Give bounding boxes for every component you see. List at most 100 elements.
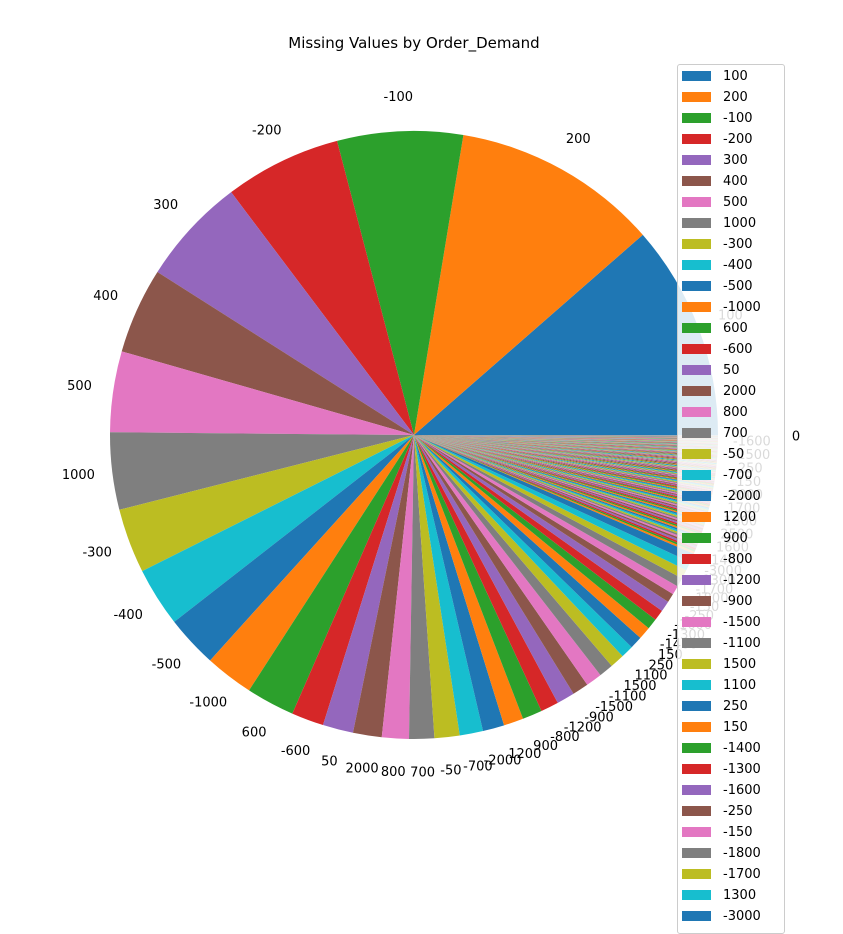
legend: 100 200 -100 -200 300 400 500 1000 -300 -400 -500 -…: [677, 64, 785, 934]
legend-label: -1200: [723, 571, 761, 590]
slice-label: -500: [152, 658, 182, 673]
legend-label: 800: [723, 403, 748, 422]
edge-slice-label: 0: [792, 430, 800, 445]
legend-label: -100: [723, 109, 753, 128]
legend-swatch: [682, 596, 711, 606]
slice-label: -300: [82, 545, 112, 560]
legend-swatch: [682, 386, 711, 396]
legend-swatch: [682, 323, 711, 333]
legend-swatch: [682, 827, 711, 837]
legend-swatch: [682, 344, 711, 354]
legend-swatch: [682, 365, 711, 375]
legend-label: -300: [723, 235, 753, 254]
legend-swatch: [682, 785, 711, 795]
legend-swatch: [682, 449, 711, 459]
legend-label: 1000: [723, 214, 756, 233]
slice-label: -1000: [189, 696, 227, 711]
legend-swatch: [682, 743, 711, 753]
slice-label: 50: [321, 755, 338, 770]
slice-label: 300: [153, 198, 178, 213]
legend-swatch: [682, 806, 711, 816]
legend-label: -800: [723, 550, 753, 569]
legend-label: 1500: [723, 655, 756, 674]
legend-swatch: [682, 491, 711, 501]
slice-label: -100: [384, 90, 414, 105]
legend-label: -1400: [723, 739, 761, 758]
legend-label: -200: [723, 130, 753, 149]
legend-swatch: [682, 113, 711, 123]
slice-label: 2000: [346, 762, 379, 777]
legend-label: -2000: [723, 487, 761, 506]
legend-swatch: [682, 890, 711, 900]
legend-label: -1000: [723, 298, 761, 317]
legend-swatch: [682, 176, 711, 186]
legend-label: -1300: [723, 760, 761, 779]
legend-swatch: [682, 512, 711, 522]
legend-swatch: [682, 239, 711, 249]
legend-swatch: [682, 722, 711, 732]
legend-label: 100: [723, 67, 748, 86]
legend-label: -1600: [723, 781, 761, 800]
slice-label: 400: [93, 289, 118, 304]
legend-label: 2000: [723, 382, 756, 401]
slice-label: -200: [252, 123, 282, 138]
legend-swatch: [682, 701, 711, 711]
legend-swatch: [682, 911, 711, 921]
legend-swatch: [682, 281, 711, 291]
legend-label: -150: [723, 823, 753, 842]
legend-swatch: [682, 218, 711, 228]
legend-label: -600: [723, 340, 753, 359]
legend-label: 200: [723, 88, 748, 107]
legend-label: -1700: [723, 865, 761, 884]
legend-label: -900: [723, 592, 753, 611]
legend-swatch: [682, 764, 711, 774]
legend-swatch: [682, 407, 711, 417]
slice-label: 700: [410, 765, 435, 780]
legend-swatch: [682, 869, 711, 879]
slice-label: 1000: [62, 468, 95, 483]
legend-swatch: [682, 302, 711, 312]
legend-swatch: [682, 260, 711, 270]
legend-label: 1100: [723, 676, 756, 695]
legend-label: 600: [723, 319, 748, 338]
legend-swatch: [682, 680, 711, 690]
legend-swatch: [682, 428, 711, 438]
slice-label: -400: [113, 608, 143, 623]
legend-swatch: [682, 554, 711, 564]
legend-label: 900: [723, 529, 748, 548]
legend-swatch: [682, 659, 711, 669]
legend-label: -400: [723, 256, 753, 275]
legend-label: -50: [723, 445, 744, 464]
legend-label: 700: [723, 424, 748, 443]
legend-label: 500: [723, 193, 748, 212]
legend-swatch: [682, 134, 711, 144]
legend-label: -250: [723, 802, 753, 821]
legend-label: -700: [723, 466, 753, 485]
legend-label: -1800: [723, 844, 761, 863]
legend-label: 250: [723, 697, 748, 716]
legend-swatch: [682, 533, 711, 543]
legend-label: 50: [723, 361, 740, 380]
legend-swatch: [682, 848, 711, 858]
legend-label: 400: [723, 172, 748, 191]
slice-label: 600: [242, 725, 267, 740]
slice-label: -50: [440, 764, 461, 779]
legend-swatch: [682, 617, 711, 627]
legend-label: 300: [723, 151, 748, 170]
pie-slices: [110, 131, 718, 739]
legend-label: 1300: [723, 886, 756, 905]
slice-label: 200: [566, 132, 591, 147]
legend-label: -500: [723, 277, 753, 296]
legend-swatch: [682, 155, 711, 165]
legend-swatch: [682, 638, 711, 648]
slice-label: 800: [381, 765, 406, 780]
slice-label: 500: [67, 379, 92, 394]
legend-swatch: [682, 71, 711, 81]
legend-label: -1100: [723, 634, 761, 653]
legend-swatch: [682, 92, 711, 102]
legend-label: 150: [723, 718, 748, 737]
legend-label: -3000: [723, 907, 761, 926]
legend-swatch: [682, 470, 711, 480]
legend-swatch: [682, 197, 711, 207]
legend-swatch: [682, 575, 711, 585]
